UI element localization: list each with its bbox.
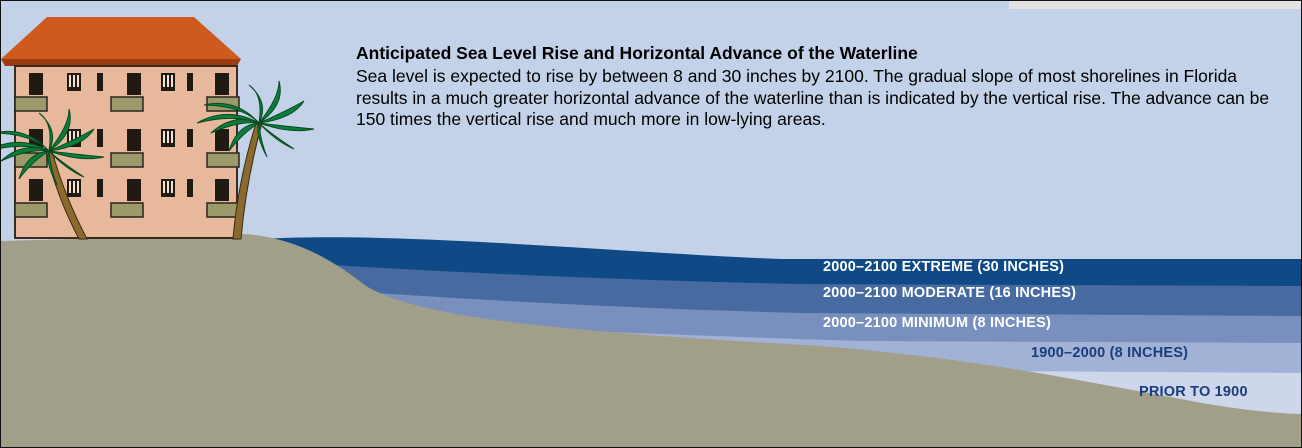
building-balcony: [14, 96, 48, 112]
palm-frond: [228, 122, 260, 152]
building-balcony: [206, 202, 240, 218]
roof-shade: [1, 59, 241, 66]
window-pane: [77, 75, 79, 87]
window-pane: [167, 181, 169, 193]
palm-frond: [248, 84, 264, 124]
window-pane: [171, 131, 173, 143]
window-pane: [73, 181, 75, 193]
building-balcony: [110, 96, 144, 112]
figure-description: Sea level is expected to rise by between…: [356, 66, 1270, 129]
building-balcony: [206, 152, 240, 168]
building-roof: [1, 17, 241, 59]
palm-tree-right: [196, 80, 315, 240]
palm-frond: [257, 122, 268, 158]
building-window: [97, 73, 103, 91]
window-pane: [163, 181, 165, 193]
window-pane: [69, 131, 71, 143]
building-door: [29, 73, 43, 95]
palm-frond: [258, 80, 281, 124]
building-balcony: [110, 202, 144, 218]
label-moderate: 2000–2100 MODERATE (16 INCHES): [823, 285, 1077, 301]
building-window: [97, 179, 103, 197]
label-minimum: 2000–2100 MINIMUM (8 INCHES): [823, 315, 1052, 331]
window-pane: [69, 75, 71, 87]
label-1900-2000: 1900–2000 (8 INCHES): [1031, 345, 1189, 361]
palm-frond: [258, 122, 315, 132]
palm-frond: [48, 150, 85, 178]
building-window: [187, 179, 193, 197]
window-pane: [171, 181, 173, 193]
label-prior-1900: PRIOR TO 1900: [1139, 384, 1248, 400]
land-slope: [1, 234, 1301, 447]
palm-frond: [48, 108, 71, 152]
building-door: [215, 73, 229, 95]
palm-frond: [18, 150, 50, 180]
building-door: [127, 179, 141, 201]
building-door: [215, 129, 229, 151]
palm-frond: [1, 141, 50, 152]
palm-frond: [196, 113, 260, 124]
window-pane: [167, 75, 169, 87]
palm-frond: [258, 100, 305, 124]
label-extreme: 2000–2100 EXTREME (30 INCHES): [823, 259, 1065, 275]
building-door: [127, 129, 141, 151]
apartment-building: [1, 17, 241, 239]
palm-frond: [203, 102, 260, 124]
palm-frond: [1, 130, 50, 152]
palm-tree-left: [1, 108, 105, 240]
building-window: [97, 129, 103, 147]
window-pane: [163, 131, 165, 143]
building-window: [187, 73, 193, 91]
palm-frond: [47, 150, 58, 186]
window-pane: [69, 181, 71, 193]
palm-frond: [48, 128, 95, 152]
window-pane: [73, 75, 75, 87]
building-windows-balconies: [14, 73, 240, 218]
building-door: [29, 179, 43, 201]
window-pane: [163, 75, 165, 87]
corner-tab: [1009, 1, 1301, 9]
window-pane: [73, 131, 75, 143]
building-door: [215, 179, 229, 201]
window-pane: [167, 131, 169, 143]
palm-frond: [48, 150, 105, 160]
building-balcony: [110, 152, 144, 168]
building-balcony: [14, 202, 48, 218]
palm-frond: [258, 122, 295, 150]
palm-frond: [38, 112, 54, 152]
figure-title: Anticipated Sea Level Rise and Horizonta…: [356, 43, 918, 63]
building-door: [127, 73, 141, 95]
window-pane: [171, 75, 173, 87]
window-pane: [77, 181, 79, 193]
building-window: [187, 129, 193, 147]
